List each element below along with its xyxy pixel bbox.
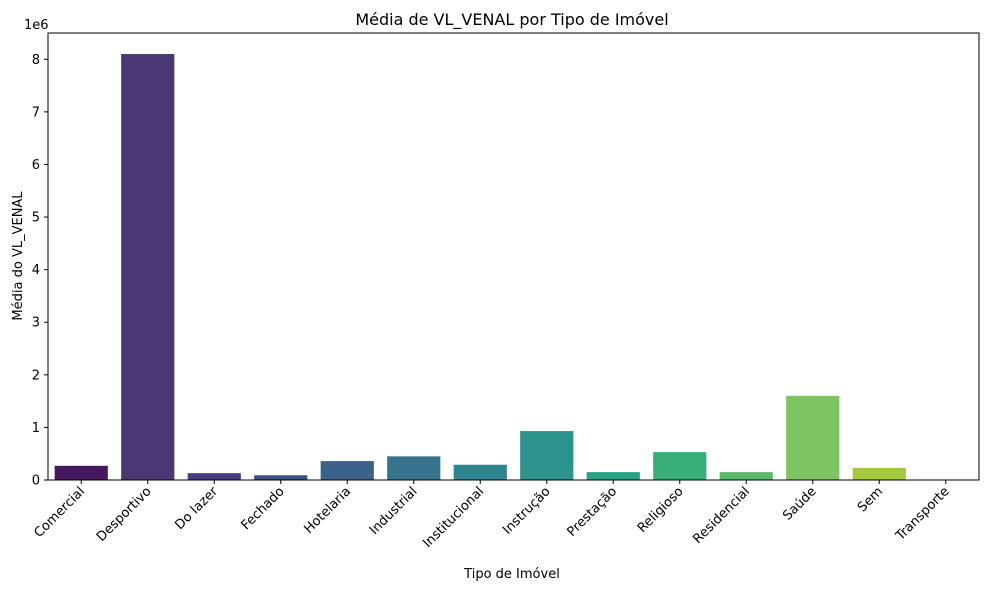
- x-tick-label: Institucional: [420, 484, 487, 551]
- y-tick-label: 3: [32, 316, 40, 331]
- y-tick-label: 8: [32, 53, 40, 68]
- bar-residencial: [719, 472, 773, 480]
- x-tick-label: Residencial: [690, 484, 753, 547]
- x-axis-title: Tipo de Imóvel: [463, 567, 560, 582]
- y-offset-label: 1e6: [24, 18, 49, 33]
- y-tick-label: 2: [32, 368, 40, 383]
- y-tick-label: 6: [32, 158, 40, 173]
- x-tick-label: Transporte: [892, 484, 952, 544]
- bar-prestação: [586, 472, 640, 480]
- bar-comercial: [54, 465, 108, 480]
- y-tick-label: 5: [32, 211, 40, 226]
- y-ticks-group: 0 1 2 3 4 5 6 7 8: [32, 53, 48, 489]
- x-ticks-group: Comercial Desportivo Do lazer Fechado Hotela…: [31, 480, 953, 551]
- y-tick-label: 7: [32, 105, 40, 120]
- chart-title: Média de VL_VENAL por Tipo de Imóvel: [355, 10, 668, 30]
- bar-fechado: [254, 475, 308, 480]
- plot-frame: [47, 32, 980, 481]
- bar-saúde: [786, 395, 840, 480]
- x-tick-label: Saúde: [780, 484, 819, 523]
- bar-sem: [852, 467, 906, 480]
- x-tick-label: Hotelaria: [302, 484, 355, 537]
- bar-religioso: [653, 452, 707, 480]
- x-tick-label: Industrial: [367, 484, 421, 538]
- bar-industrial: [387, 456, 441, 480]
- x-tick-label: Do lazer: [172, 484, 221, 533]
- x-tick-label: Comercial: [31, 484, 88, 541]
- bar-institucional: [453, 464, 507, 480]
- bar-instrução: [520, 431, 574, 480]
- y-tick-label: 1: [32, 421, 40, 436]
- bar-desportivo: [121, 54, 175, 481]
- bar-do-lazer: [187, 473, 241, 480]
- x-tick-label: Sem: [855, 484, 886, 515]
- x-tick-label: Religioso: [635, 484, 687, 536]
- x-tick-label: Desportivo: [94, 484, 155, 545]
- y-tick-label: 4: [32, 263, 40, 278]
- bar-hotelaria: [320, 461, 374, 480]
- y-axis-title: Média do VL_VENAL: [11, 191, 26, 321]
- x-tick-label: Instrução: [500, 484, 553, 537]
- x-tick-label: Fechado: [239, 484, 288, 533]
- y-tick-label: 0: [32, 474, 40, 489]
- x-tick-label: Prestação: [565, 484, 621, 540]
- bars-group: [54, 54, 973, 481]
